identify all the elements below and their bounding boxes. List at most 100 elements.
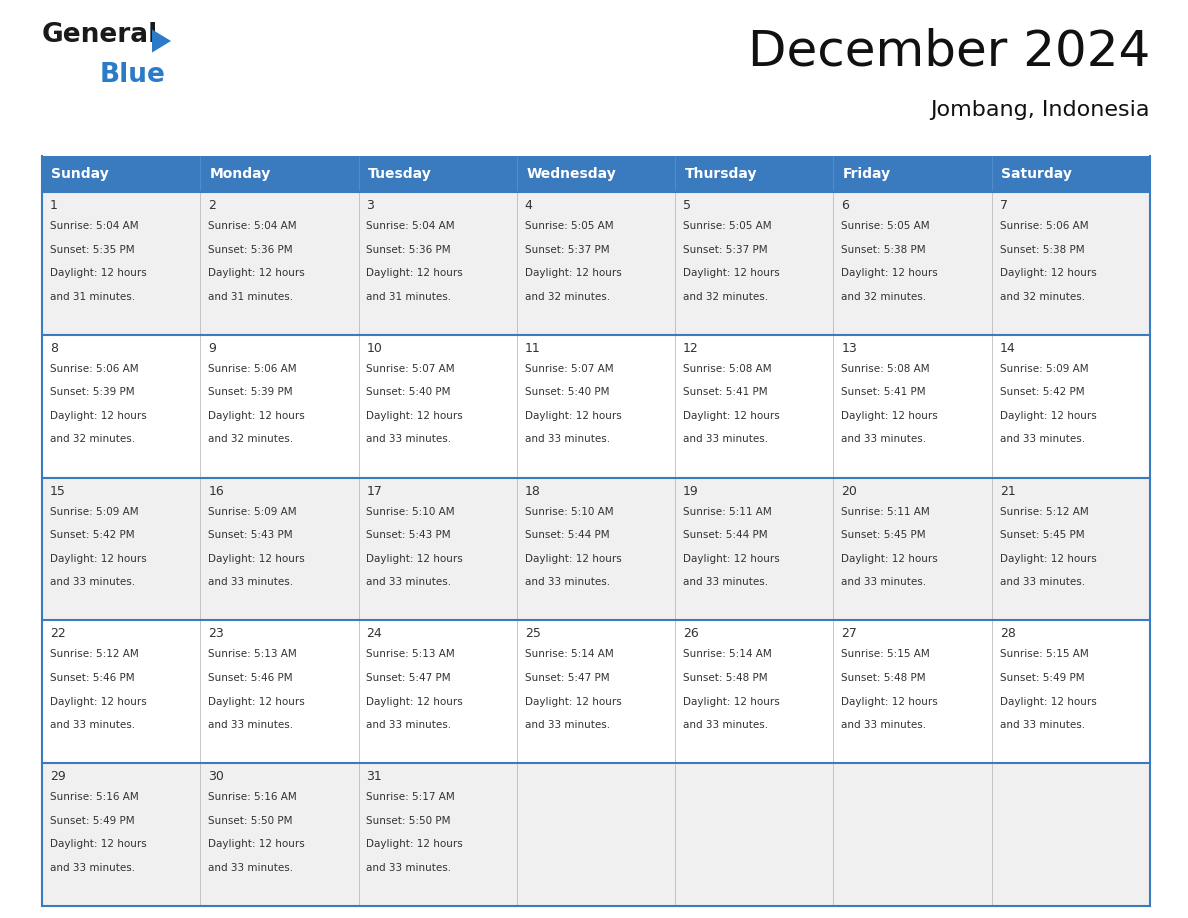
Bar [201, 621, 359, 763]
Text: Daylight: 12 hours: Daylight: 12 hours [366, 697, 463, 707]
Text: Sunrise: 5:09 AM: Sunrise: 5:09 AM [50, 507, 139, 517]
Text: Sunrise: 5:04 AM: Sunrise: 5:04 AM [366, 221, 455, 231]
Text: Sunrise: 5:06 AM: Sunrise: 5:06 AM [999, 221, 1088, 231]
Text: Sunset: 5:36 PM: Sunset: 5:36 PM [366, 244, 451, 254]
Bar [992, 621, 1150, 763]
Text: Daylight: 12 hours: Daylight: 12 hours [50, 697, 146, 707]
Text: Daylight: 12 hours: Daylight: 12 hours [841, 697, 939, 707]
Text: Daylight: 12 hours: Daylight: 12 hours [525, 268, 621, 278]
Bar [834, 192, 992, 335]
Bar [359, 477, 517, 621]
Text: 3: 3 [366, 199, 374, 212]
Bar [992, 763, 1150, 906]
Text: Sunrise: 5:07 AM: Sunrise: 5:07 AM [366, 364, 455, 374]
Text: Sunrise: 5:06 AM: Sunrise: 5:06 AM [208, 364, 297, 374]
Text: Wednesday: Wednesday [526, 167, 617, 181]
Text: Sunset: 5:45 PM: Sunset: 5:45 PM [841, 531, 925, 540]
Text: and 33 minutes.: and 33 minutes. [208, 577, 293, 588]
Text: Sunset: 5:49 PM: Sunset: 5:49 PM [999, 673, 1085, 683]
Text: 19: 19 [683, 485, 699, 498]
Text: Daylight: 12 hours: Daylight: 12 hours [683, 697, 779, 707]
Text: Daylight: 12 hours: Daylight: 12 hours [50, 268, 146, 278]
Text: Sunrise: 5:13 AM: Sunrise: 5:13 AM [366, 649, 455, 659]
Text: Daylight: 12 hours: Daylight: 12 hours [999, 268, 1097, 278]
Text: and 31 minutes.: and 31 minutes. [208, 292, 293, 302]
Text: Sunset: 5:50 PM: Sunset: 5:50 PM [208, 816, 292, 826]
Bar [992, 192, 1150, 335]
Bar [834, 621, 992, 763]
Bar [359, 156, 517, 192]
Text: Sunset: 5:42 PM: Sunset: 5:42 PM [50, 531, 134, 540]
Bar [675, 335, 834, 477]
Text: Sunrise: 5:06 AM: Sunrise: 5:06 AM [50, 364, 139, 374]
Text: Daylight: 12 hours: Daylight: 12 hours [999, 554, 1097, 564]
Text: and 33 minutes.: and 33 minutes. [525, 577, 609, 588]
Text: Daylight: 12 hours: Daylight: 12 hours [208, 411, 305, 421]
Bar [517, 763, 675, 906]
Text: Daylight: 12 hours: Daylight: 12 hours [683, 411, 779, 421]
Bar [201, 192, 359, 335]
Text: 7: 7 [999, 199, 1007, 212]
Text: Sunrise: 5:05 AM: Sunrise: 5:05 AM [683, 221, 772, 231]
Text: 21: 21 [999, 485, 1016, 498]
Text: Daylight: 12 hours: Daylight: 12 hours [208, 839, 305, 849]
Text: December 2024: December 2024 [747, 28, 1150, 76]
Text: and 31 minutes.: and 31 minutes. [366, 292, 451, 302]
Text: and 32 minutes.: and 32 minutes. [50, 434, 135, 444]
Text: Sunset: 5:46 PM: Sunset: 5:46 PM [50, 673, 134, 683]
Text: Sunset: 5:41 PM: Sunset: 5:41 PM [841, 387, 925, 397]
Text: Tuesday: Tuesday [368, 167, 431, 181]
Text: Sunrise: 5:10 AM: Sunrise: 5:10 AM [525, 507, 613, 517]
Text: and 33 minutes.: and 33 minutes. [999, 720, 1085, 730]
Bar [675, 192, 834, 335]
Bar [675, 763, 834, 906]
Text: Sunrise: 5:08 AM: Sunrise: 5:08 AM [841, 364, 930, 374]
Text: Sunrise: 5:12 AM: Sunrise: 5:12 AM [50, 649, 139, 659]
Text: and 33 minutes.: and 33 minutes. [366, 434, 451, 444]
Bar [517, 192, 675, 335]
Text: 14: 14 [999, 341, 1016, 354]
Text: and 33 minutes.: and 33 minutes. [841, 577, 927, 588]
Text: Daylight: 12 hours: Daylight: 12 hours [683, 268, 779, 278]
Text: 5: 5 [683, 199, 691, 212]
Text: 15: 15 [50, 485, 65, 498]
Bar [359, 192, 517, 335]
Text: and 31 minutes.: and 31 minutes. [50, 292, 135, 302]
Bar [42, 335, 201, 477]
Text: Daylight: 12 hours: Daylight: 12 hours [999, 697, 1097, 707]
Text: Saturday: Saturday [1001, 167, 1072, 181]
Text: and 33 minutes.: and 33 minutes. [366, 720, 451, 730]
Text: 30: 30 [208, 770, 225, 783]
Text: 28: 28 [999, 627, 1016, 641]
Text: 6: 6 [841, 199, 849, 212]
Text: Sunset: 5:44 PM: Sunset: 5:44 PM [683, 531, 767, 540]
Text: and 33 minutes.: and 33 minutes. [208, 863, 293, 873]
Text: Sunset: 5:37 PM: Sunset: 5:37 PM [525, 244, 609, 254]
Text: Sunrise: 5:04 AM: Sunrise: 5:04 AM [50, 221, 139, 231]
Text: Sunset: 5:35 PM: Sunset: 5:35 PM [50, 244, 134, 254]
Text: 25: 25 [525, 627, 541, 641]
Text: Sunset: 5:48 PM: Sunset: 5:48 PM [841, 673, 925, 683]
Text: Sunrise: 5:09 AM: Sunrise: 5:09 AM [208, 507, 297, 517]
Text: Sunrise: 5:11 AM: Sunrise: 5:11 AM [841, 507, 930, 517]
Text: Sunset: 5:40 PM: Sunset: 5:40 PM [525, 387, 609, 397]
Text: Daylight: 12 hours: Daylight: 12 hours [683, 554, 779, 564]
Text: and 33 minutes.: and 33 minutes. [999, 577, 1085, 588]
Text: 16: 16 [208, 485, 225, 498]
Text: Sunrise: 5:09 AM: Sunrise: 5:09 AM [999, 364, 1088, 374]
Text: 23: 23 [208, 627, 225, 641]
Text: Sunrise: 5:15 AM: Sunrise: 5:15 AM [841, 649, 930, 659]
Text: and 33 minutes.: and 33 minutes. [208, 720, 293, 730]
Text: and 33 minutes.: and 33 minutes. [841, 720, 927, 730]
Text: Sunrise: 5:12 AM: Sunrise: 5:12 AM [999, 507, 1088, 517]
Text: 9: 9 [208, 341, 216, 354]
Polygon shape [152, 29, 171, 52]
Bar [834, 477, 992, 621]
Text: Daylight: 12 hours: Daylight: 12 hours [366, 554, 463, 564]
Text: and 33 minutes.: and 33 minutes. [50, 863, 135, 873]
Bar [834, 156, 992, 192]
Text: Daylight: 12 hours: Daylight: 12 hours [208, 697, 305, 707]
Bar [834, 763, 992, 906]
Text: Sunset: 5:42 PM: Sunset: 5:42 PM [999, 387, 1085, 397]
Text: Sunrise: 5:17 AM: Sunrise: 5:17 AM [366, 792, 455, 802]
